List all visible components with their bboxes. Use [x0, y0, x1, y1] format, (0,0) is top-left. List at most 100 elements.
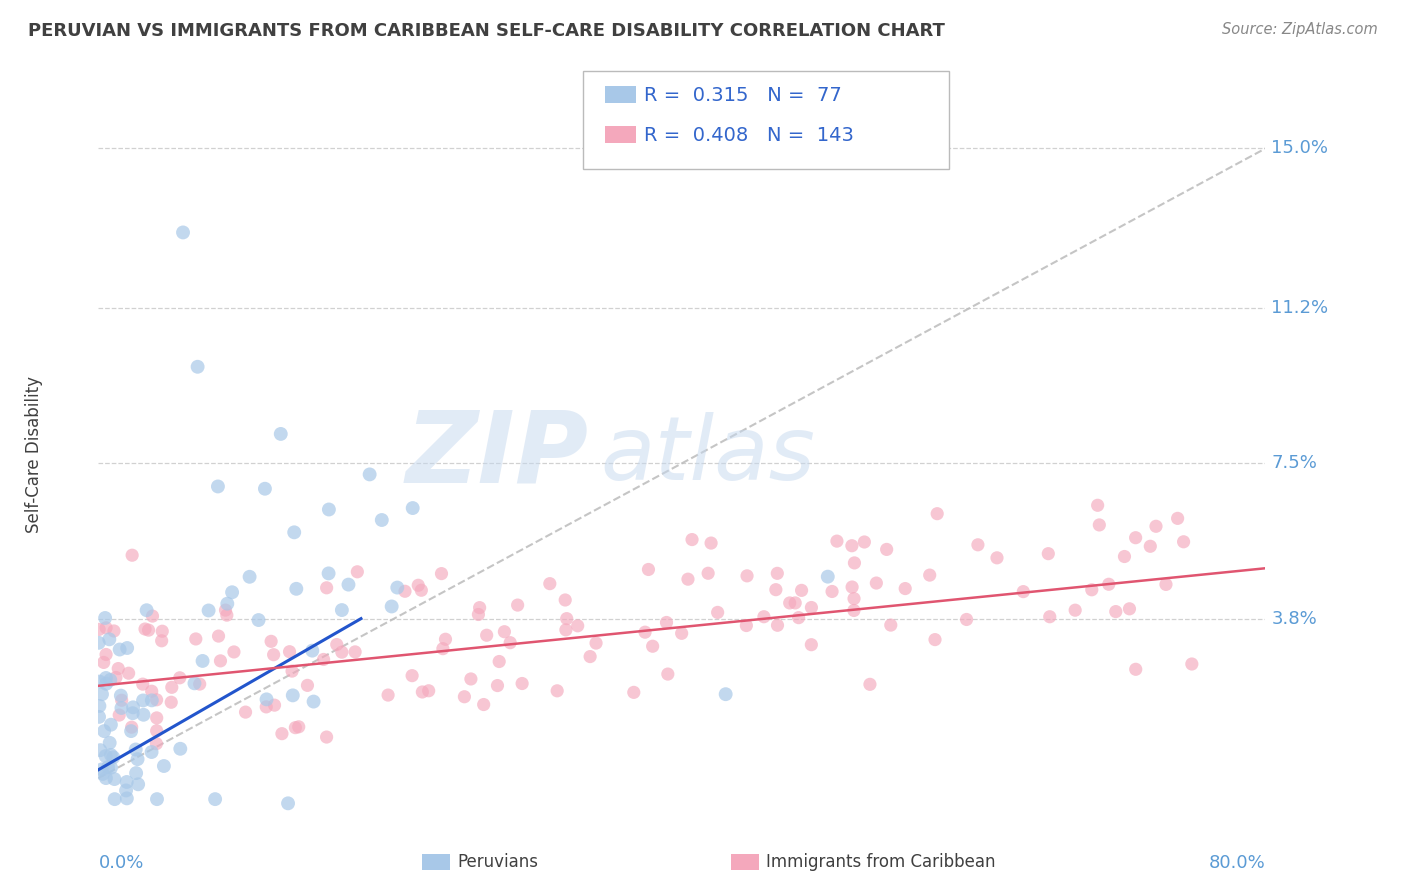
- Point: [1105, 605, 1128, 619]
- Point: [800, 600, 823, 615]
- Point: [430, 566, 453, 581]
- Point: [117, 666, 139, 681]
- Point: [100, 747, 122, 762]
- Point: [671, 626, 693, 640]
- Point: [432, 641, 454, 656]
- Text: Self-Care Disability: Self-Care Disability: [25, 376, 44, 533]
- Text: 15.0%: 15.0%: [1271, 139, 1329, 158]
- Text: R =  0.408   N =  143: R = 0.408 N = 143: [644, 126, 853, 145]
- Point: [765, 582, 787, 597]
- Point: [499, 635, 522, 649]
- Point: [1144, 519, 1167, 533]
- Point: [1038, 547, 1060, 561]
- Point: [160, 681, 183, 695]
- Point: [111, 693, 134, 707]
- Point: [453, 690, 475, 704]
- Point: [735, 569, 758, 583]
- Point: [853, 535, 876, 549]
- Point: [1064, 603, 1087, 617]
- Point: [89, 698, 111, 713]
- Point: [1088, 517, 1111, 532]
- Point: [98, 736, 121, 750]
- Point: [302, 695, 325, 709]
- Point: [1167, 511, 1189, 525]
- Point: [657, 667, 679, 681]
- Point: [184, 632, 207, 646]
- Point: [700, 536, 723, 550]
- Point: [468, 600, 491, 615]
- Point: [510, 676, 533, 690]
- Point: [209, 654, 232, 668]
- Point: [1125, 531, 1147, 545]
- Point: [100, 761, 122, 775]
- Text: PERUVIAN VS IMMIGRANTS FROM CARIBBEAN SELF-CARE DISABILITY CORRELATION CHART: PERUVIAN VS IMMIGRANTS FROM CARIBBEAN SE…: [28, 22, 945, 40]
- Point: [207, 629, 229, 643]
- Point: [122, 700, 145, 714]
- Point: [1114, 549, 1136, 564]
- Point: [187, 359, 209, 374]
- Point: [842, 591, 865, 606]
- Point: [94, 671, 117, 685]
- Point: [735, 618, 758, 632]
- Point: [844, 556, 866, 570]
- Point: [418, 683, 440, 698]
- Point: [94, 621, 117, 635]
- Point: [121, 720, 143, 734]
- Point: [676, 572, 699, 586]
- Point: [297, 678, 319, 692]
- Point: [472, 698, 495, 712]
- Point: [876, 542, 898, 557]
- Point: [1087, 498, 1109, 512]
- Point: [315, 581, 337, 595]
- Point: [90, 763, 112, 777]
- Point: [94, 749, 117, 764]
- Point: [326, 638, 349, 652]
- Point: [1173, 534, 1195, 549]
- Point: [371, 513, 394, 527]
- Point: [169, 741, 191, 756]
- Point: [115, 775, 138, 789]
- Point: [402, 501, 425, 516]
- Point: [103, 772, 125, 786]
- Point: [172, 226, 194, 240]
- Point: [538, 576, 561, 591]
- Point: [94, 648, 117, 662]
- Point: [655, 615, 678, 630]
- Point: [387, 581, 409, 595]
- Point: [160, 695, 183, 709]
- Point: [115, 640, 138, 655]
- Point: [120, 724, 142, 739]
- Point: [247, 613, 270, 627]
- Point: [121, 706, 143, 721]
- Point: [103, 624, 125, 638]
- Point: [287, 720, 309, 734]
- Point: [87, 710, 110, 724]
- Point: [121, 548, 143, 562]
- Point: [554, 593, 576, 607]
- Point: [110, 689, 132, 703]
- Point: [97, 760, 120, 774]
- Point: [96, 677, 118, 691]
- Point: [222, 645, 245, 659]
- Point: [110, 701, 132, 715]
- Text: ZIP: ZIP: [405, 407, 589, 503]
- Point: [87, 636, 110, 650]
- Point: [567, 619, 589, 633]
- Point: [1154, 577, 1177, 591]
- Point: [779, 596, 801, 610]
- Point: [271, 726, 294, 740]
- Point: [585, 636, 607, 650]
- Point: [145, 693, 167, 707]
- Point: [488, 655, 510, 669]
- Text: 11.2%: 11.2%: [1271, 299, 1329, 317]
- Point: [800, 638, 823, 652]
- Point: [127, 752, 149, 766]
- Point: [127, 777, 149, 791]
- Point: [1118, 602, 1140, 616]
- Point: [281, 664, 304, 678]
- Point: [134, 622, 156, 636]
- Point: [460, 672, 482, 686]
- Point: [125, 742, 148, 756]
- Point: [927, 507, 949, 521]
- Point: [344, 645, 367, 659]
